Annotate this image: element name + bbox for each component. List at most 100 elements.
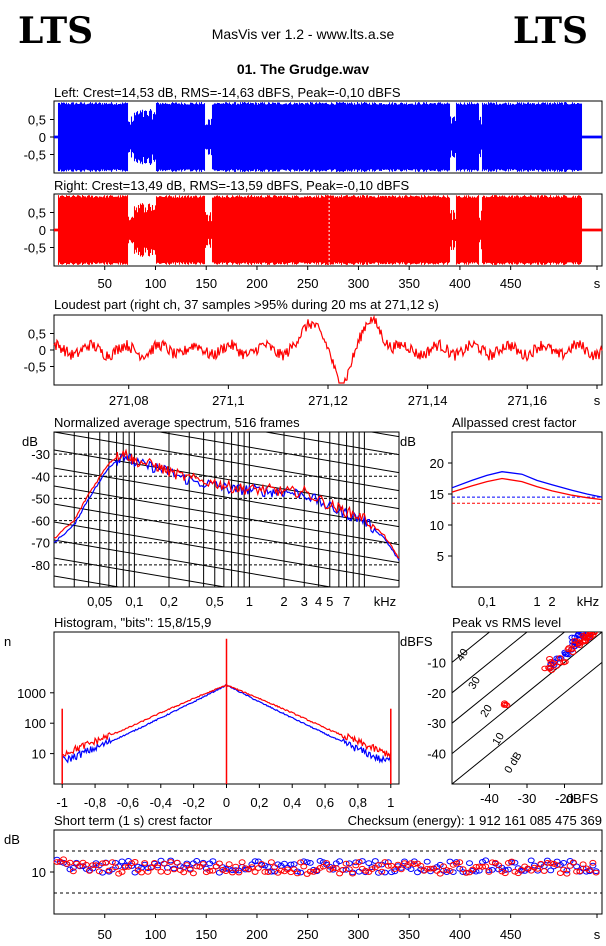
x-tick-label: -1 [56,795,68,810]
spectrum-slope [54,557,228,587]
x-tick-label: 50 [98,276,112,291]
x-tick-label: 450 [500,927,522,942]
crest-short-point [232,863,240,870]
crest-short-point [261,869,269,875]
crest-line-label: 30 [466,675,483,692]
crest-short-point [569,859,577,866]
crest-short-point [547,867,555,874]
crest-short-point [579,861,587,868]
crest-short-point [138,869,145,876]
peakrms-point [586,634,594,641]
spectrum-slope [262,432,399,456]
peakrms-point [546,656,554,662]
crest-short-point [189,870,197,877]
crest-short-point [391,866,399,872]
crest-short-point [160,860,168,867]
wave-title: Right: Crest=13,49 dB, RMS=-13,59 dBFS, … [54,178,409,193]
spectrum-slope [156,432,399,474]
x-tick-label: 3 [301,594,308,609]
crest-short-point [375,862,382,868]
crest-short-point [267,859,275,865]
x-tick-label: 200 [246,276,268,291]
crest-short-point [157,868,165,875]
crest-line-label: 0 dB [502,750,524,776]
allpass-ylabel: dB [400,434,416,449]
crest-short-point [443,867,451,873]
x-tick-label: 0,4 [283,795,301,810]
peakrms-point [590,632,598,635]
x-tick-label: 271,1 [212,393,245,408]
crest-short-point [251,869,259,875]
x-tick-label: 400 [449,927,471,942]
crest-short-point [267,868,275,875]
peakrms-point [586,632,594,635]
crest-short-point [336,858,344,865]
checksum-label: Checksum (energy): 1 912 161 085 475 369 [348,813,602,828]
y-tick-label: -50 [31,491,50,506]
peakrms-point [564,646,572,652]
crest-short-point [553,862,561,868]
crest-short-point [112,864,119,871]
logo-left: LTS [18,10,94,52]
crest-short-point [414,869,421,876]
crest-short-point [345,866,353,872]
crest-short-point [375,869,382,876]
y-tick-label: -30 [427,716,446,731]
peakrms-point [560,659,568,666]
y-tick-label: 10 [430,518,444,533]
x-tick-label: 0 [223,795,230,810]
crest-short-point [225,861,233,868]
crest-short-point [560,866,568,873]
file-title: 01. The Grudge.wav [236,61,370,77]
crest-short-point [287,861,295,868]
crest-short-point [342,860,350,867]
crest-short-point [475,863,483,870]
crest-short-point [345,860,353,867]
crest-short-point [349,870,357,877]
spectrum-slope [54,539,334,587]
crest-short-point [540,868,548,874]
allpass-frame [451,431,603,588]
wave-title: Left: Crest=14,53 dB, RMS=-14,63 dBFS, P… [54,85,401,100]
allpass-series-right [451,477,603,501]
crest-short-point [332,865,340,872]
crest-short-point [102,860,110,866]
crest-short-point [53,859,61,865]
loudest-trace [53,314,603,384]
x-tick-label: 300 [348,927,370,942]
crest-short-point [456,859,464,866]
y-tick-label: -40 [31,469,50,484]
crest-short-point [410,861,418,867]
x-tick-label: 100 [145,927,167,942]
crest-short-point [118,858,126,865]
x-tick-label: 150 [195,927,217,942]
peakrms-xlabel: dBFS [566,791,599,806]
crest-short-point [264,869,272,875]
crest-short-point [466,860,473,866]
crest-short-point [436,870,444,877]
spectrum-slope [54,503,399,564]
spectrum-series-right [53,448,400,559]
crest-short-point [300,863,308,870]
y-tick-label: 10 [32,865,46,880]
crest-short-point [306,860,314,866]
x-tick-label: 200 [246,927,268,942]
x-tick-label: -30 [518,791,537,806]
x-tick-label: 150 [195,276,217,291]
x-tick-label: -0,4 [150,795,172,810]
spectrum-slope [54,575,122,587]
crest-short-point [397,866,405,873]
crest-short-point [86,868,93,874]
x-tick-label: 2 [280,594,287,609]
crest-short-point [459,869,467,875]
crest-short-point [248,864,256,870]
crest-short-point [547,860,555,867]
crest-short-point [352,859,360,866]
y-tick-label: 0,5 [28,206,46,221]
peakrms-point [575,640,583,647]
crest-short-point [378,868,386,875]
x-tick-label: 1 [387,795,394,810]
x-tick-label: 0,2 [160,594,178,609]
crest-short-point [303,859,311,865]
x-tick-label: 4 [315,594,322,609]
